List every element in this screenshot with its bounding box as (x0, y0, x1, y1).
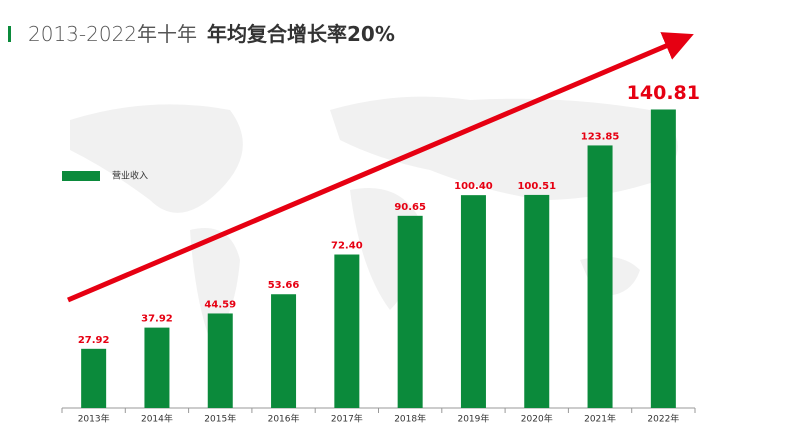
legend-swatch (62, 171, 100, 181)
x-tick-label: 2014年 (141, 413, 173, 425)
title-prefix: 2013-2022年十年 (28, 22, 197, 46)
bar (144, 327, 170, 408)
bar (207, 313, 233, 408)
bar (397, 215, 423, 408)
x-tick-label: 2022年 (647, 413, 679, 425)
legend-label: 营业收入 (112, 170, 148, 182)
value-label: 100.51 (517, 181, 556, 192)
x-tick-label: 2018年 (394, 413, 426, 425)
x-tick-label: 2017年 (331, 413, 363, 425)
value-label: 37.92 (141, 314, 173, 325)
title-marker (8, 26, 11, 42)
value-label: 140.81 (627, 82, 700, 104)
value-label: 27.92 (78, 335, 110, 346)
bar (524, 194, 550, 408)
value-label: 123.85 (581, 131, 620, 142)
bar (650, 109, 676, 409)
title-main: 年均复合增长率20% (207, 22, 395, 46)
x-tick-label: 2013年 (78, 413, 110, 425)
value-label: 44.59 (204, 299, 236, 310)
trend-arrow (67, 32, 694, 303)
x-tick-label: 2015年 (204, 413, 236, 425)
bar (81, 348, 107, 408)
bar (334, 254, 360, 408)
value-label: 53.66 (268, 280, 300, 291)
value-label: 72.40 (331, 241, 363, 252)
x-tick-label: 2021年 (584, 413, 616, 425)
bar (587, 145, 613, 409)
value-label: 100.40 (454, 181, 493, 192)
x-tick-label: 2019年 (457, 413, 489, 425)
value-label: 90.65 (394, 202, 426, 213)
bar (460, 195, 486, 408)
chart-title: 2013-2022年十年 年均复合增长率20% (28, 22, 395, 46)
x-tick-label: 2020年 (521, 413, 553, 425)
x-tick-label: 2016年 (268, 413, 300, 425)
bar (271, 294, 297, 408)
